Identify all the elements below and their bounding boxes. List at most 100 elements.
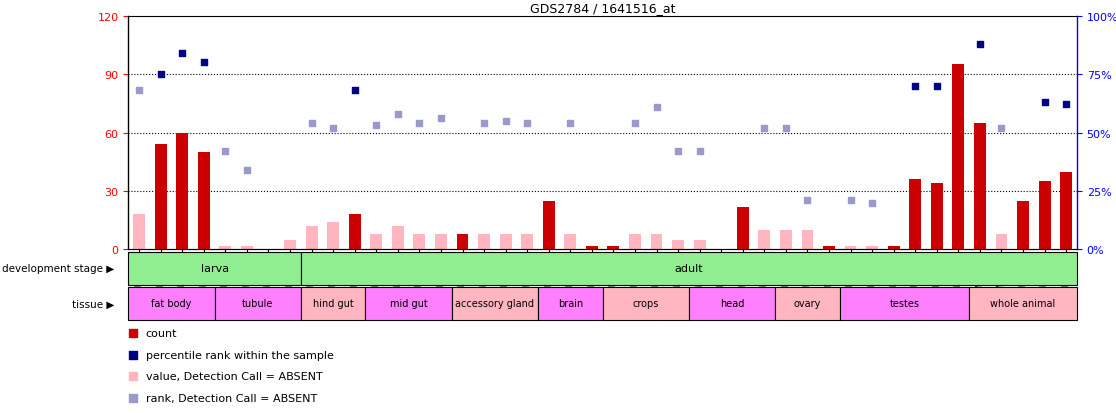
Point [561, 121, 579, 127]
Bar [413, 234, 425, 250]
Text: rank, Detection Call = ABSENT: rank, Detection Call = ABSENT [145, 393, 317, 403]
Point [971, 41, 989, 48]
Bar [866, 246, 878, 250]
Bar [241, 246, 253, 250]
Bar [629, 234, 641, 250]
Bar [759, 230, 770, 250]
Bar [780, 230, 792, 250]
Point [346, 88, 364, 95]
Point [1036, 100, 1054, 106]
Bar [694, 240, 705, 250]
Bar [995, 234, 1008, 250]
Bar [176, 133, 189, 250]
Point [238, 167, 256, 174]
Point [131, 88, 148, 95]
Bar [392, 226, 404, 250]
Text: hind gut: hind gut [312, 299, 354, 309]
Bar [689, 287, 776, 320]
Bar [845, 246, 856, 250]
Point [927, 83, 945, 90]
Bar [776, 287, 839, 320]
Title: GDS2784 / 1641516_at: GDS2784 / 1641516_at [530, 2, 675, 15]
Bar [565, 234, 576, 250]
Bar [542, 201, 555, 250]
Text: percentile rank within the sample: percentile rank within the sample [145, 350, 334, 360]
Point [195, 60, 213, 66]
Point [411, 121, 429, 127]
Bar [220, 246, 231, 250]
Point [217, 149, 234, 155]
Point [471, 66, 489, 73]
Bar [435, 234, 446, 250]
Bar [327, 223, 339, 250]
Bar [371, 234, 382, 250]
Bar [952, 65, 964, 250]
Bar [801, 230, 814, 250]
Bar [155, 145, 166, 250]
Point [497, 118, 514, 125]
Text: tubule: tubule [242, 299, 273, 309]
Point [388, 111, 406, 118]
Bar [824, 246, 835, 250]
Text: development stage ▶: development stage ▶ [2, 263, 114, 273]
Text: adult: adult [674, 263, 703, 273]
Bar [133, 215, 145, 250]
Bar [306, 226, 318, 250]
Bar [366, 287, 452, 320]
Point [756, 125, 773, 132]
Bar [349, 215, 360, 250]
Text: fat body: fat body [152, 299, 192, 309]
Bar [672, 240, 684, 250]
Text: larva: larva [201, 263, 229, 273]
Bar [607, 246, 619, 250]
Bar [737, 207, 749, 250]
Bar [1039, 182, 1050, 250]
Bar [1060, 172, 1072, 250]
Bar [214, 287, 301, 320]
Text: tissue ▶: tissue ▶ [71, 299, 114, 309]
Text: crops: crops [633, 299, 658, 309]
Bar [1017, 201, 1029, 250]
Bar [301, 252, 1077, 285]
Text: ovary: ovary [793, 299, 821, 309]
Point [432, 116, 450, 123]
Point [152, 71, 170, 78]
Bar [128, 252, 301, 285]
Bar [128, 287, 214, 320]
Point [906, 83, 924, 90]
Bar [478, 234, 490, 250]
Text: mid gut: mid gut [389, 299, 427, 309]
Bar [839, 287, 969, 320]
Bar [521, 234, 533, 250]
Text: testes: testes [889, 299, 920, 309]
Bar [452, 287, 538, 320]
Bar [500, 234, 511, 250]
Point [1057, 102, 1075, 109]
Text: accessory gland: accessory gland [455, 299, 535, 309]
Point [841, 197, 859, 204]
Text: count: count [145, 328, 177, 338]
Bar [586, 246, 598, 250]
Bar [931, 184, 943, 250]
Bar [456, 234, 469, 250]
Text: whole animal: whole animal [990, 299, 1056, 309]
Point [799, 197, 817, 204]
Bar [603, 287, 689, 320]
Point [777, 125, 795, 132]
Bar [910, 180, 921, 250]
Bar [974, 123, 985, 250]
Point [863, 200, 881, 206]
Point [302, 121, 320, 127]
Point [173, 50, 191, 57]
Point [475, 121, 493, 127]
Point [626, 121, 644, 127]
Bar [651, 234, 663, 250]
Point [518, 121, 536, 127]
Bar [538, 287, 603, 320]
Point [670, 149, 687, 155]
Bar [198, 153, 210, 250]
Text: head: head [720, 299, 744, 309]
Point [647, 104, 665, 111]
Text: value, Detection Call = ABSENT: value, Detection Call = ABSENT [145, 371, 323, 381]
Text: brain: brain [558, 299, 583, 309]
